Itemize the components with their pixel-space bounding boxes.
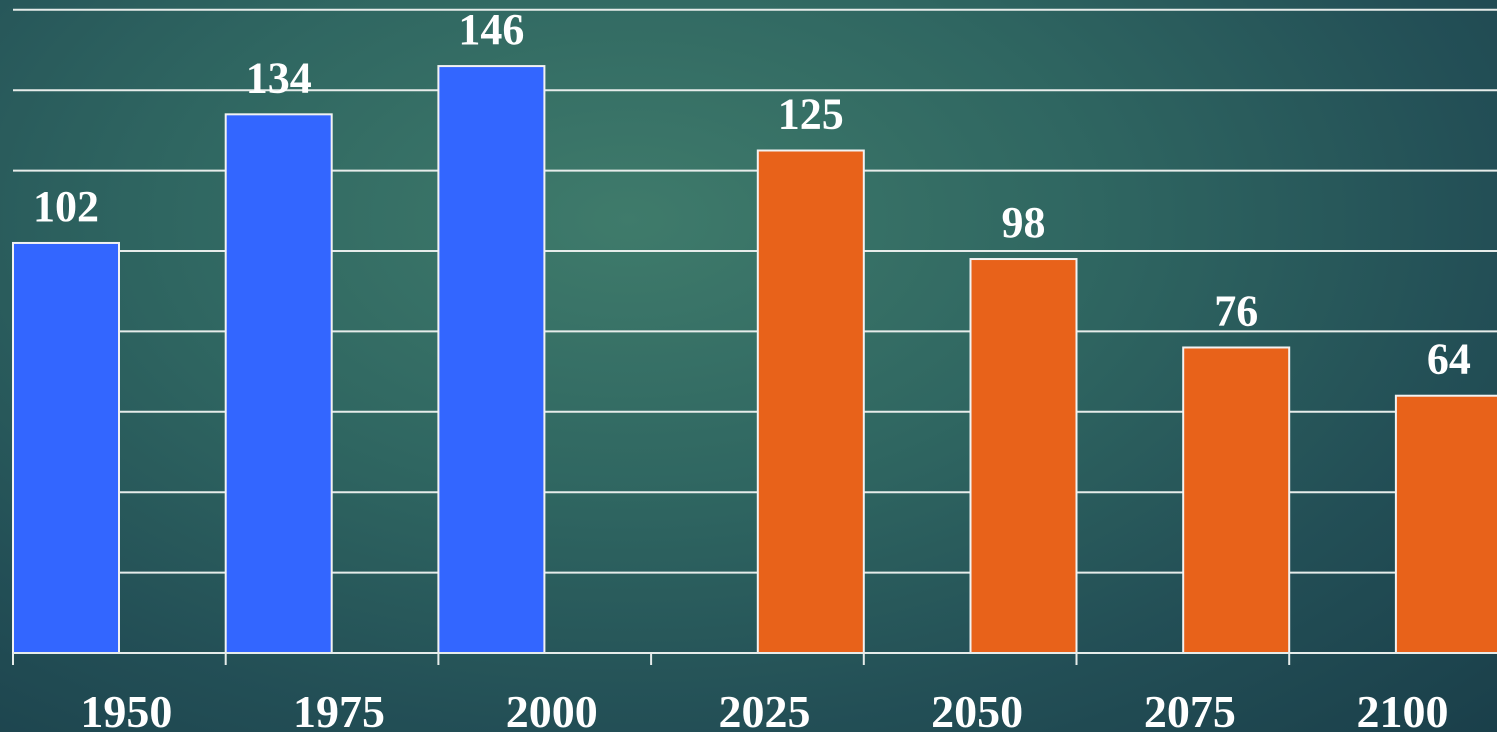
bar-2025 bbox=[756, 149, 865, 654]
value-label-2100: 64 bbox=[1427, 335, 1471, 384]
bar-2075 bbox=[1182, 346, 1291, 654]
value-labels: 102 134 146 125 98 76 64 bbox=[33, 5, 1471, 384]
x-tick-label-2025: 2025 bbox=[718, 686, 810, 732]
value-label-2000: 146 bbox=[458, 5, 524, 54]
x-tick-label-2100: 2100 bbox=[1357, 686, 1449, 732]
x-tick-label-2075: 2075 bbox=[1144, 686, 1236, 732]
value-label-2050: 98 bbox=[1002, 198, 1046, 247]
x-tick-label-1950: 1950 bbox=[80, 686, 172, 732]
bar-1975 bbox=[224, 113, 333, 654]
bar-2000 bbox=[437, 65, 546, 654]
bars bbox=[12, 65, 1497, 655]
x-axis bbox=[12, 652, 1497, 665]
x-tick-label-2000: 2000 bbox=[506, 686, 598, 732]
x-tick-label-1975: 1975 bbox=[293, 686, 385, 732]
bar-2050 bbox=[969, 258, 1078, 654]
value-label-1975: 134 bbox=[246, 53, 312, 102]
bar-2100 bbox=[1394, 394, 1497, 654]
value-label-1950: 102 bbox=[33, 182, 99, 231]
bar-1950 bbox=[12, 241, 120, 655]
value-label-2075: 76 bbox=[1214, 286, 1258, 335]
x-tick-labels: 1950 1975 2000 2025 2050 2075 2100 bbox=[80, 686, 1448, 732]
value-label-2025: 125 bbox=[778, 90, 844, 139]
x-tick-label-2050: 2050 bbox=[931, 686, 1023, 732]
